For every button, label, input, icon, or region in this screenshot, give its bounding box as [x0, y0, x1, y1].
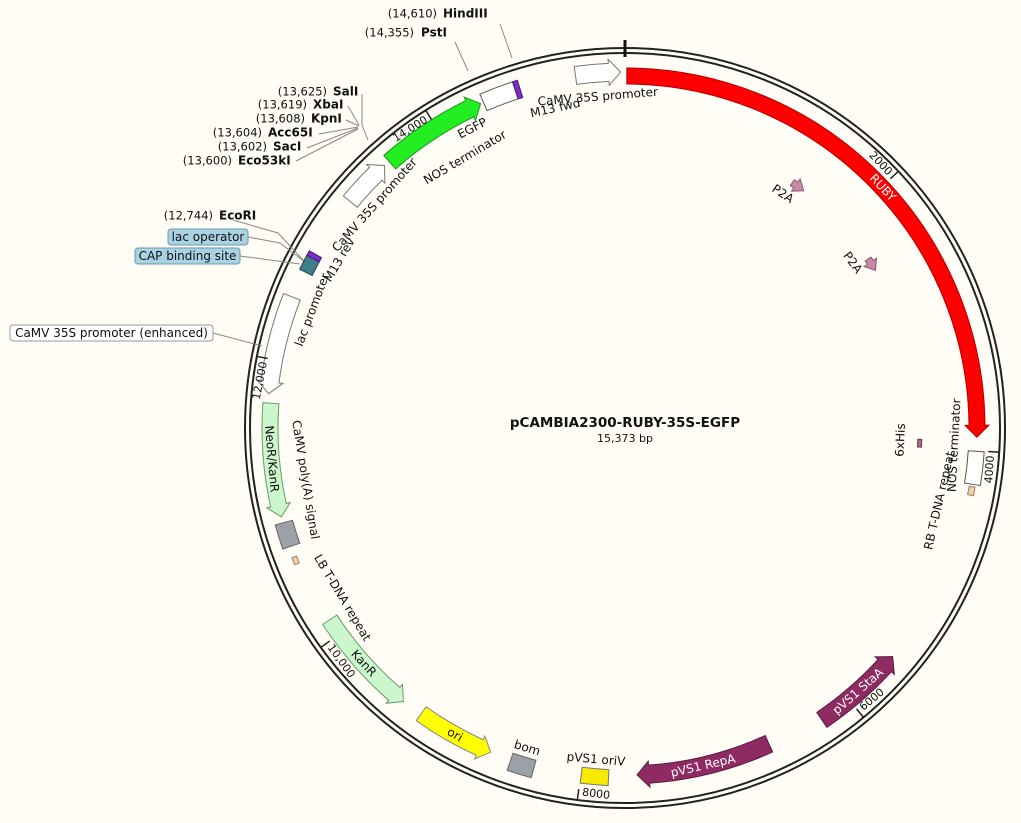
enzyme-name: Eco53kI	[238, 154, 291, 168]
annotation-leader	[239, 255, 301, 265]
enzyme-name: SalI	[333, 85, 358, 99]
feature-shape	[383, 96, 482, 170]
ruler-tick	[320, 640, 331, 648]
annotation-box	[9, 324, 214, 342]
enzyme-name: PstI	[421, 26, 447, 40]
feature-shape	[967, 485, 976, 497]
feature-shape	[261, 402, 292, 518]
enzyme-leader	[454, 41, 469, 72]
feature-shape	[963, 450, 985, 487]
feature-shape	[816, 656, 895, 728]
feature-shape	[291, 555, 300, 566]
feature-label: lac promoter	[292, 271, 332, 348]
feature-shape	[916, 438, 923, 448]
enzyme-leader	[232, 219, 306, 263]
feature-shape	[342, 163, 386, 208]
enzyme-position: (13,619)	[258, 98, 307, 112]
feature-label: CaMV 35S promoter	[537, 85, 658, 109]
enzyme-name: EcoRI	[219, 209, 256, 223]
enzyme-leader	[345, 119, 360, 127]
feature-shape	[573, 58, 622, 87]
feature-shape	[274, 519, 301, 550]
feature-shape	[506, 752, 537, 779]
enzyme-name: Acc65I	[268, 126, 313, 140]
feature-label: 6xHis	[893, 423, 908, 457]
enzyme-name: SacI	[273, 140, 301, 154]
feature-shape	[626, 67, 991, 438]
feature-shape	[306, 250, 323, 263]
enzyme-position: (13,604)	[213, 126, 262, 140]
ruler-label: 8000	[581, 786, 610, 802]
enzyme-leader	[318, 126, 359, 135]
ruler-tick	[988, 450, 1000, 453]
annotation-label: CaMV 35S promoter (enhanced)	[15, 326, 208, 340]
enzyme-position: (14,355)	[365, 26, 414, 40]
annotation-leader	[212, 332, 263, 347]
feature-label: NeoR/KanR	[262, 425, 282, 493]
feature-shape	[511, 79, 524, 100]
feature-label: CaMV poly(A) signal	[289, 419, 322, 540]
ruler-tick	[576, 788, 580, 801]
enzyme-name: XbaI	[313, 98, 343, 112]
feature-shape	[321, 614, 405, 704]
ruler-tick	[425, 109, 433, 121]
enzyme-leader	[295, 128, 359, 162]
feature-shape	[789, 177, 805, 192]
enzyme-position: (13,600)	[183, 154, 232, 168]
enzyme-name: HindIII	[443, 7, 488, 21]
enzyme-position: (13,625)	[278, 85, 327, 99]
feature-label: pVS1 oriV	[566, 750, 626, 769]
enzyme-position: (13,608)	[256, 112, 305, 126]
enzyme-name: KpnI	[311, 112, 342, 126]
feature-shape	[479, 81, 519, 112]
feature-shape	[579, 766, 610, 787]
annotation-box	[167, 228, 249, 246]
plasmid-name: pCAMBIA2300-RUBY-35S-EGFP	[510, 415, 740, 431]
plasmid-length: 15,373 bp	[597, 432, 653, 445]
feature-shape	[415, 706, 492, 760]
ruler-tick	[889, 170, 899, 180]
feature-label: P2A	[840, 249, 865, 277]
enzyme-position: (12,744)	[164, 209, 213, 223]
enzyme-leader	[347, 105, 360, 126]
feature-shape	[636, 734, 774, 789]
ruler-tick	[855, 708, 865, 718]
enzyme-leader	[361, 94, 369, 141]
ruler-tick	[256, 355, 268, 360]
ruler-label: 4000	[982, 455, 997, 484]
enzyme-leader	[306, 127, 359, 149]
enzyme-position: (14,610)	[388, 7, 437, 21]
annotation-leader	[247, 236, 306, 263]
enzyme-leader	[499, 23, 513, 59]
feature-label: NOS terminator	[945, 398, 964, 492]
feature-shape	[255, 292, 301, 395]
feature-label: ori	[445, 725, 465, 745]
annotation-box	[134, 247, 241, 265]
feature-shape	[862, 256, 878, 271]
annotation-label: CAP binding site	[139, 249, 237, 263]
enzyme-position: (13,602)	[218, 140, 267, 154]
annotation-label: lac operator	[172, 230, 245, 244]
feature-label: RB T-DNA repeat	[921, 450, 957, 551]
